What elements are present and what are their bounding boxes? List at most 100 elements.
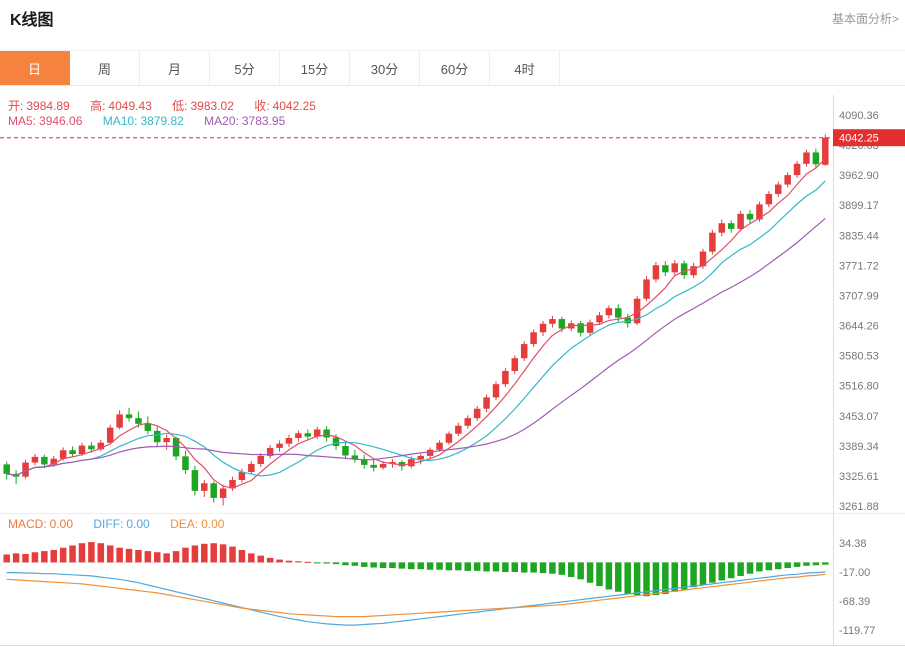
macd-bar (417, 562, 424, 570)
svg-text:3261.88: 3261.88 (839, 501, 879, 513)
candle-body (408, 459, 415, 467)
candle-body (793, 163, 801, 176)
macd-axis-labels: 34.38 -17.00 -68.39 -119.77 (839, 538, 876, 637)
macd-bar (483, 562, 490, 572)
candle-body (812, 152, 820, 165)
macd-bar (455, 562, 462, 571)
candle-body (182, 456, 189, 471)
candle-body (370, 464, 377, 468)
open-value: 3984.89 (26, 99, 70, 113)
candle-body (31, 456, 39, 463)
macd-bar (812, 562, 820, 566)
svg-text:-17.00: -17.00 (839, 567, 870, 579)
candle-body (643, 279, 650, 299)
tab-month[interactable]: 月 (140, 51, 210, 85)
candle-body (680, 263, 688, 276)
ma20-value: 3783.95 (241, 114, 286, 128)
macd-bar (502, 562, 509, 572)
ma10-value: 3879.82 (140, 114, 184, 128)
macd-bar (361, 562, 368, 567)
price-axis-labels: 4090.364026.633962.903899.173835.443771.… (839, 110, 879, 513)
macd-bar (69, 545, 76, 563)
svg-text:4090.36: 4090.36 (839, 110, 879, 122)
candle-body (219, 488, 227, 498)
tab-week[interactable]: 周 (70, 51, 140, 85)
candle-body (605, 308, 613, 316)
tab-60min[interactable]: 60分 (420, 51, 490, 85)
candle-body (398, 462, 406, 467)
candle-body (502, 370, 509, 385)
fundamental-analysis-link[interactable]: 基本面分析> (831, 11, 899, 26)
low-value: 3983.02 (190, 99, 234, 113)
candle-body (690, 266, 697, 276)
candle-body (455, 425, 462, 434)
macd-bar (88, 542, 95, 563)
close-value: 4042.25 (272, 99, 316, 113)
macd-bar (398, 562, 406, 569)
tab-day[interactable]: 日 (0, 51, 70, 85)
candle-body (426, 449, 434, 456)
svg-text:3453.07: 3453.07 (839, 411, 879, 423)
ma20-line (6, 217, 826, 476)
macd-bar (182, 547, 189, 563)
candle-body (483, 397, 490, 409)
macd-bar (737, 562, 744, 576)
candle-body (558, 319, 566, 329)
tab-4hour[interactable]: 4时 (490, 51, 560, 85)
candle-body (530, 332, 537, 345)
candle-body (699, 251, 707, 267)
macd-bar (22, 553, 29, 563)
macd-bar (106, 545, 114, 563)
header-bar: K线图 基本面分析> (10, 5, 899, 31)
candle-body (577, 323, 584, 333)
candle-body (238, 471, 246, 480)
macd-bar (144, 551, 152, 563)
candle-body (784, 175, 791, 185)
candle-body (718, 223, 726, 233)
ma5-line (6, 158, 826, 489)
candle-body (803, 152, 810, 164)
macd-bar (596, 562, 603, 587)
svg-text:-119.77: -119.77 (839, 625, 876, 637)
macd-bar (643, 562, 650, 597)
macd-bar (276, 559, 283, 563)
candle-body (97, 442, 105, 450)
candle-body (116, 414, 123, 428)
tab-30min[interactable]: 30分 (350, 51, 420, 85)
candle-body (746, 213, 754, 220)
candle-body (3, 464, 10, 474)
macd-bar (652, 562, 660, 596)
macd-bar (229, 546, 236, 563)
svg-text:3771.72: 3771.72 (839, 260, 879, 272)
candle-body (615, 308, 622, 318)
macd-bar (163, 553, 170, 563)
candle-body (229, 479, 236, 489)
candle-body (332, 437, 340, 447)
candle-body (248, 463, 255, 472)
macd-bar (154, 552, 161, 563)
macd-bar (746, 562, 754, 574)
timeframe-tabs: 日 周 月 5分 15分 30分 60分 4时 (0, 50, 905, 86)
macd-bar (605, 562, 613, 590)
macd-histogram (3, 542, 829, 597)
candle-body (436, 442, 443, 450)
candle-body (210, 483, 217, 498)
page-title: K线图 (10, 12, 54, 29)
macd-bar (511, 562, 519, 572)
macd-bar (568, 562, 575, 578)
candle-body (295, 433, 302, 438)
open-label: 开: (8, 99, 24, 113)
macd-bar (558, 562, 566, 575)
candle-body (596, 315, 603, 323)
macd-bar (50, 549, 57, 563)
diff-value: 0.00 (126, 517, 150, 531)
candles-layer (3, 134, 829, 506)
ohlc-readout: 开: 3984.89 高: 4049.43 低: 3983.02 收: 4042.25 (8, 97, 333, 114)
ma5-value: 3946.06 (39, 114, 83, 128)
tab-5min[interactable]: 5分 (210, 51, 280, 85)
tab-15min[interactable]: 15分 (280, 51, 350, 85)
macd-bar (210, 543, 217, 563)
macd-bar (492, 562, 500, 572)
